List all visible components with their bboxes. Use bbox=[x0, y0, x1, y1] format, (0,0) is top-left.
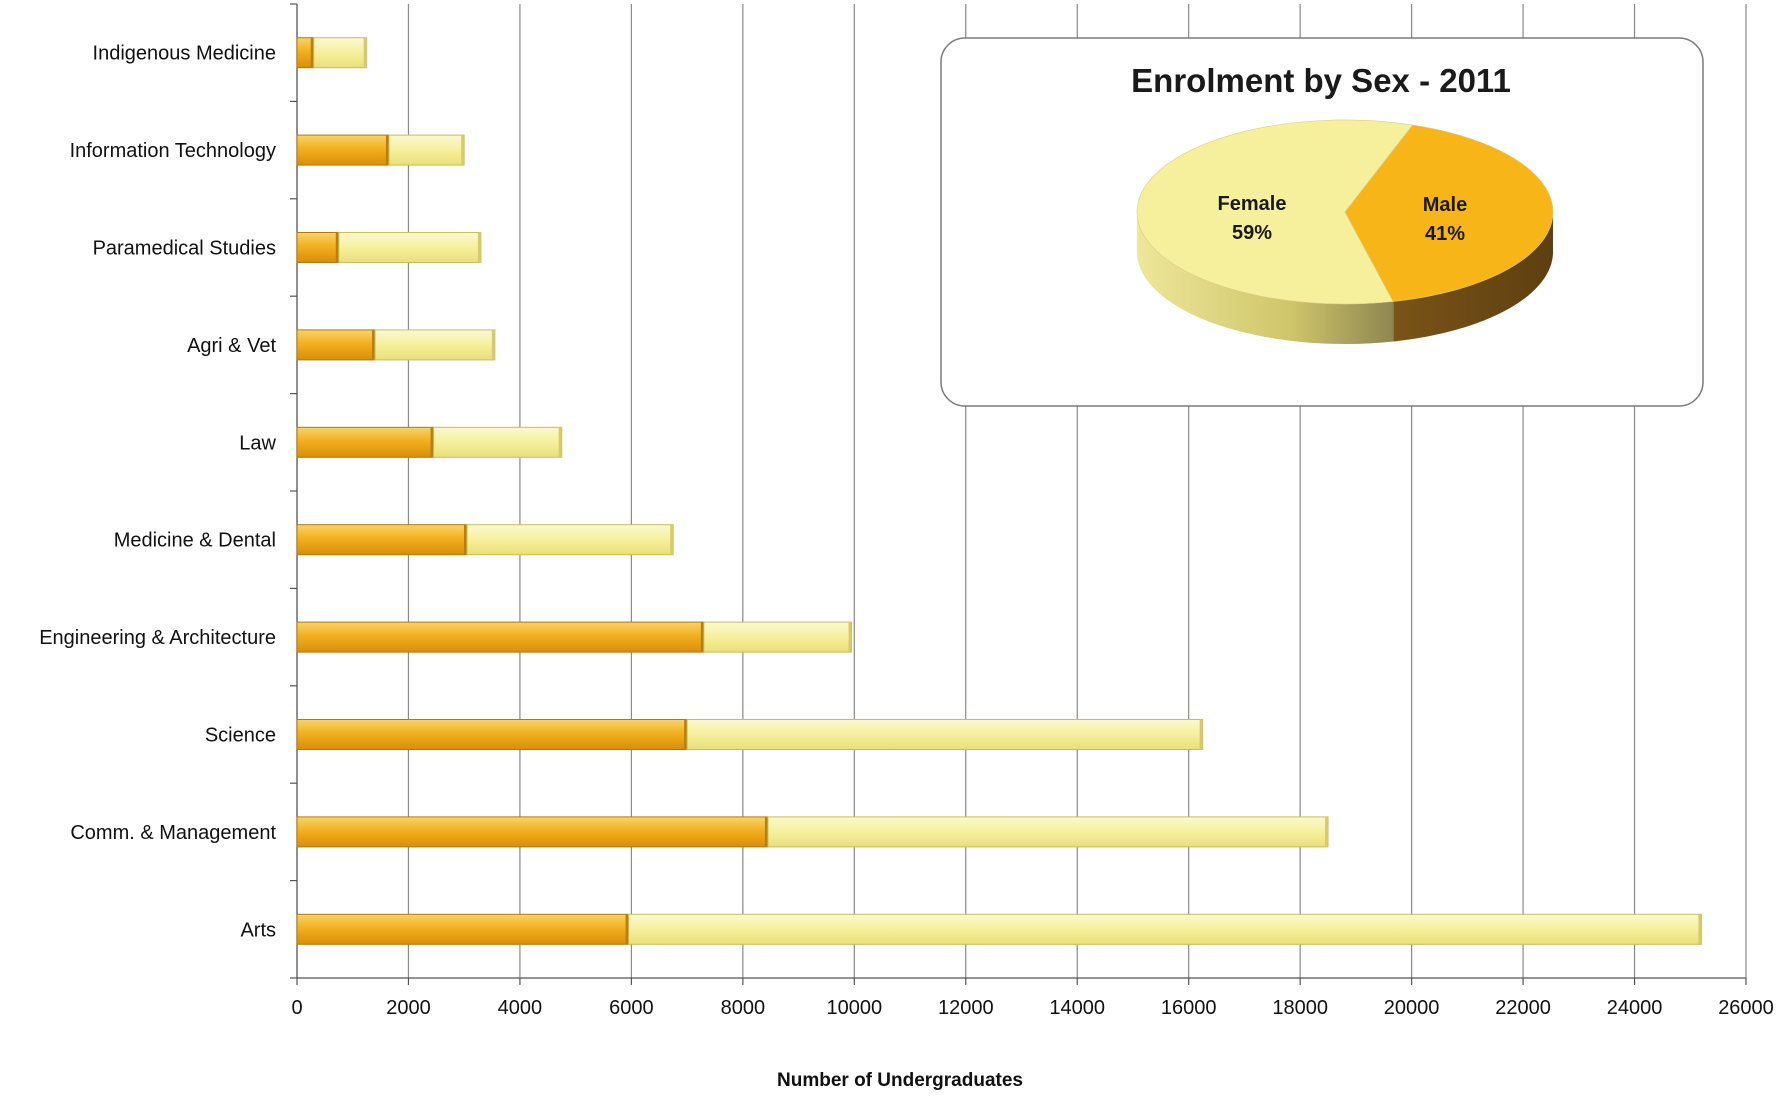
pie-label-female: Female bbox=[1218, 193, 1287, 215]
x-tick-label: 10000 bbox=[826, 997, 882, 1019]
category-label: Science bbox=[205, 725, 276, 747]
bar-end-cap bbox=[385, 135, 389, 166]
bar-female bbox=[338, 232, 482, 263]
pie-value-female: 59% bbox=[1232, 222, 1272, 244]
pie-slice-female bbox=[1136, 119, 1414, 305]
bar-end-cap bbox=[1698, 914, 1702, 945]
bar-female bbox=[466, 524, 674, 556]
bar-male bbox=[296, 329, 376, 361]
pie-value-male: 41% bbox=[1425, 223, 1465, 245]
category-label: Medicine & Dental bbox=[114, 530, 276, 552]
tick-labels: 0 2000 4000 6000 8000 10000 12000 14000 16000 180… bbox=[39, 43, 1774, 1091]
bar-end-cap bbox=[463, 524, 467, 555]
axes bbox=[290, 3, 1747, 985]
bar-female bbox=[374, 329, 496, 361]
category-label: Information Technology bbox=[70, 140, 276, 162]
bar-male bbox=[296, 524, 468, 556]
category-label: Engineering & Architecture bbox=[39, 627, 276, 649]
category-label: Law bbox=[239, 432, 276, 454]
bar-female bbox=[628, 913, 1702, 945]
category-label: Arts bbox=[240, 919, 276, 941]
bar-end-cap bbox=[461, 135, 465, 166]
bar-female bbox=[388, 134, 465, 166]
x-tick-label: 0 bbox=[291, 997, 302, 1019]
x-axis-title: Number of Undergraduates bbox=[777, 1070, 1023, 1091]
bar-end-cap bbox=[764, 816, 768, 847]
bar-end-cap bbox=[625, 914, 629, 945]
bar-end-cap bbox=[491, 329, 495, 360]
x-tick-label: 6000 bbox=[609, 997, 654, 1019]
bar-female bbox=[433, 426, 563, 458]
bar-male bbox=[296, 621, 705, 653]
bar-end-cap bbox=[335, 232, 339, 263]
bar-end-cap bbox=[848, 622, 852, 653]
bar-end-cap bbox=[684, 719, 688, 750]
bar-end-cap bbox=[558, 427, 562, 458]
x-tick-label: 26000 bbox=[1718, 997, 1774, 1019]
bar-end-cap bbox=[670, 524, 674, 555]
x-tick-label: 4000 bbox=[498, 997, 543, 1019]
x-tick-label: 16000 bbox=[1161, 997, 1217, 1019]
pie-title: Enrolment by Sex - 2011 bbox=[1131, 62, 1511, 99]
bar-female bbox=[767, 816, 1329, 848]
category-label: Agri & Vet bbox=[187, 335, 276, 357]
bar-end-cap bbox=[363, 37, 367, 68]
bar-female bbox=[703, 621, 853, 653]
category-label: Comm. & Management bbox=[70, 822, 276, 844]
bar-female bbox=[313, 37, 368, 69]
bar-end-cap bbox=[372, 329, 376, 360]
category-label: Indigenous Medicine bbox=[93, 43, 276, 65]
bar-male bbox=[296, 426, 435, 458]
category-label: Paramedical Studies bbox=[93, 238, 276, 260]
bar-male bbox=[296, 134, 390, 166]
bar-end-cap bbox=[310, 37, 314, 68]
x-tick-label: 24000 bbox=[1607, 997, 1663, 1019]
pie-side-female bbox=[1137, 212, 1394, 345]
bar-female bbox=[686, 719, 1204, 750]
x-tick-label: 20000 bbox=[1384, 997, 1440, 1019]
x-tick-label: 12000 bbox=[938, 997, 994, 1019]
bar-male bbox=[296, 816, 769, 848]
x-tick-label: 18000 bbox=[1272, 997, 1328, 1019]
bar-end-cap bbox=[1325, 816, 1329, 847]
x-tick-label: 22000 bbox=[1495, 997, 1551, 1019]
pie-side-male bbox=[1393, 212, 1553, 342]
bar-end-cap bbox=[477, 232, 481, 263]
bar-male bbox=[296, 232, 340, 263]
x-tick-label: 2000 bbox=[386, 997, 431, 1019]
bar-male bbox=[296, 719, 688, 750]
pie-inset: Enrolment by Sex - 2011 Female 59% Male 41% bbox=[940, 37, 1704, 407]
x-tick-label: 8000 bbox=[721, 997, 766, 1019]
pie-slice-male bbox=[1344, 124, 1554, 302]
bar-male bbox=[296, 913, 630, 945]
x-tick-label: 14000 bbox=[1049, 997, 1105, 1019]
bars bbox=[296, 37, 1702, 945]
bar-end-cap bbox=[700, 622, 704, 653]
bar-end-cap bbox=[1199, 719, 1203, 750]
pie-label-male: Male bbox=[1423, 194, 1467, 216]
bar-end-cap bbox=[430, 427, 434, 458]
